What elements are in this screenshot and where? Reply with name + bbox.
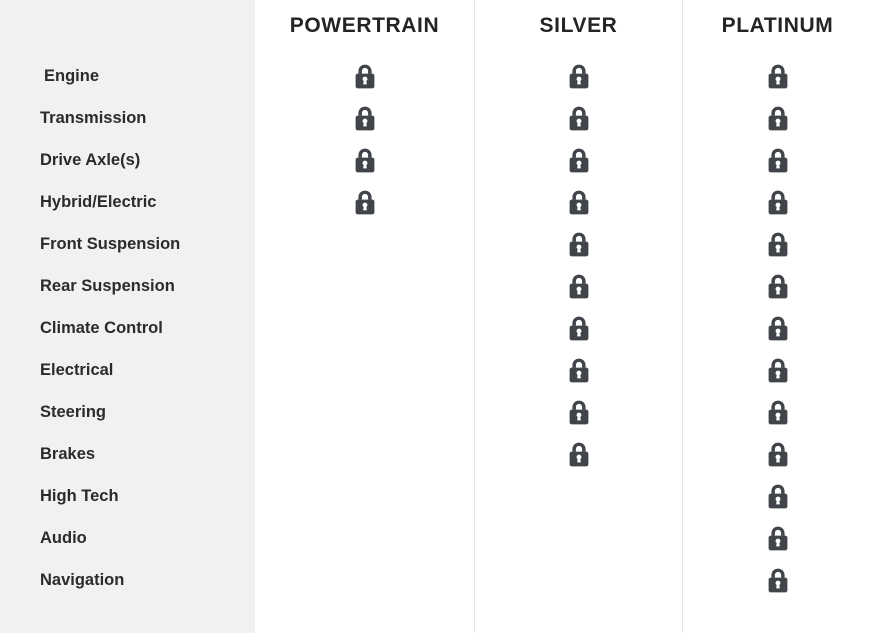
category-label: Transmission [40,109,147,127]
lock-icon [767,442,789,467]
coverage-cell [255,223,474,265]
lock-icon [568,358,590,383]
coverage-cell [475,55,682,97]
cell-list-silver [475,55,682,601]
lock-icon [767,568,789,593]
category-label: Audio [40,529,87,547]
lock-icon [568,106,590,131]
lock-icon [767,316,789,341]
lock-icon [354,190,376,215]
coverage-cell [475,559,682,601]
category-label: Rear Suspension [40,277,175,295]
sidebar-header-spacer [0,0,255,55]
coverage-cell [683,181,872,223]
lock-icon [767,232,789,257]
column-header-powertrain: POWERTRAIN [289,14,440,37]
column-header-platinum: PLATINUM [721,14,834,37]
coverage-cell [255,97,474,139]
coverage-cell [683,517,872,559]
coverage-cell [255,559,474,601]
lock-icon [568,442,590,467]
lock-icon [568,316,590,341]
coverage-cell [683,559,872,601]
coverage-cell [683,265,872,307]
plan-column-platinum: PLATINUM [682,0,872,633]
coverage-cell [255,181,474,223]
coverage-cell [255,139,474,181]
category-label: Engine [44,67,100,85]
lock-icon [354,148,376,173]
lock-icon [767,400,789,425]
coverage-cell [255,55,474,97]
coverage-cell [255,349,474,391]
coverage-cell [683,139,872,181]
lock-icon [767,64,789,89]
lock-icon [767,526,789,551]
coverage-cell [255,433,474,475]
plan-column-powertrain: POWERTRAIN [255,0,474,633]
coverage-cell [475,139,682,181]
category-label: Front Suspension [40,235,181,253]
lock-icon [568,64,590,89]
lock-icon [568,190,590,215]
coverage-cell [683,433,872,475]
lock-icon [354,64,376,89]
coverage-cell [475,433,682,475]
lock-icon [568,274,590,299]
lock-icon [767,358,789,383]
coverage-cell [475,97,682,139]
coverage-cell [475,391,682,433]
coverage-cell [683,391,872,433]
coverage-cell [475,349,682,391]
cell-list-platinum [683,55,872,601]
category-list: Engine Transmission Drive Axle(s) Hybrid/El… [0,55,255,601]
coverage-cell [683,223,872,265]
category-sidebar: Engine Transmission Drive Axle(s) Hybrid/El… [0,0,255,633]
coverage-cell [683,307,872,349]
lock-icon [767,106,789,131]
lock-icon [354,106,376,131]
coverage-cell [475,307,682,349]
lock-icon [767,484,789,509]
cell-list-powertrain [255,55,474,601]
category-label: Brakes [40,445,96,463]
column-header-silver: SILVER [539,14,618,37]
category-label: Steering [40,403,107,421]
lock-icon [568,232,590,257]
coverage-cell [683,97,872,139]
coverage-cell [255,265,474,307]
coverage-cell [683,55,872,97]
coverage-cell [475,223,682,265]
category-label: Electrical [40,361,114,379]
coverage-cell [255,307,474,349]
lock-icon [568,400,590,425]
category-label: High Tech [40,487,119,505]
coverage-cell [475,517,682,559]
lock-icon [767,148,789,173]
coverage-cell [475,475,682,517]
lock-icon [767,190,789,215]
coverage-cell [255,391,474,433]
lock-icon [767,274,789,299]
category-label: Hybrid/Electric [40,193,157,211]
category-label: Climate Control [40,319,163,337]
category-label: Navigation [40,571,125,589]
coverage-cell [475,265,682,307]
category-label: Drive Axle(s) [40,151,141,169]
coverage-cell [683,475,872,517]
coverage-cell [683,349,872,391]
lock-icon [568,148,590,173]
coverage-cell [255,475,474,517]
coverage-cell [255,517,474,559]
coverage-cell [475,181,682,223]
plan-column-silver: SILVER [474,0,682,633]
